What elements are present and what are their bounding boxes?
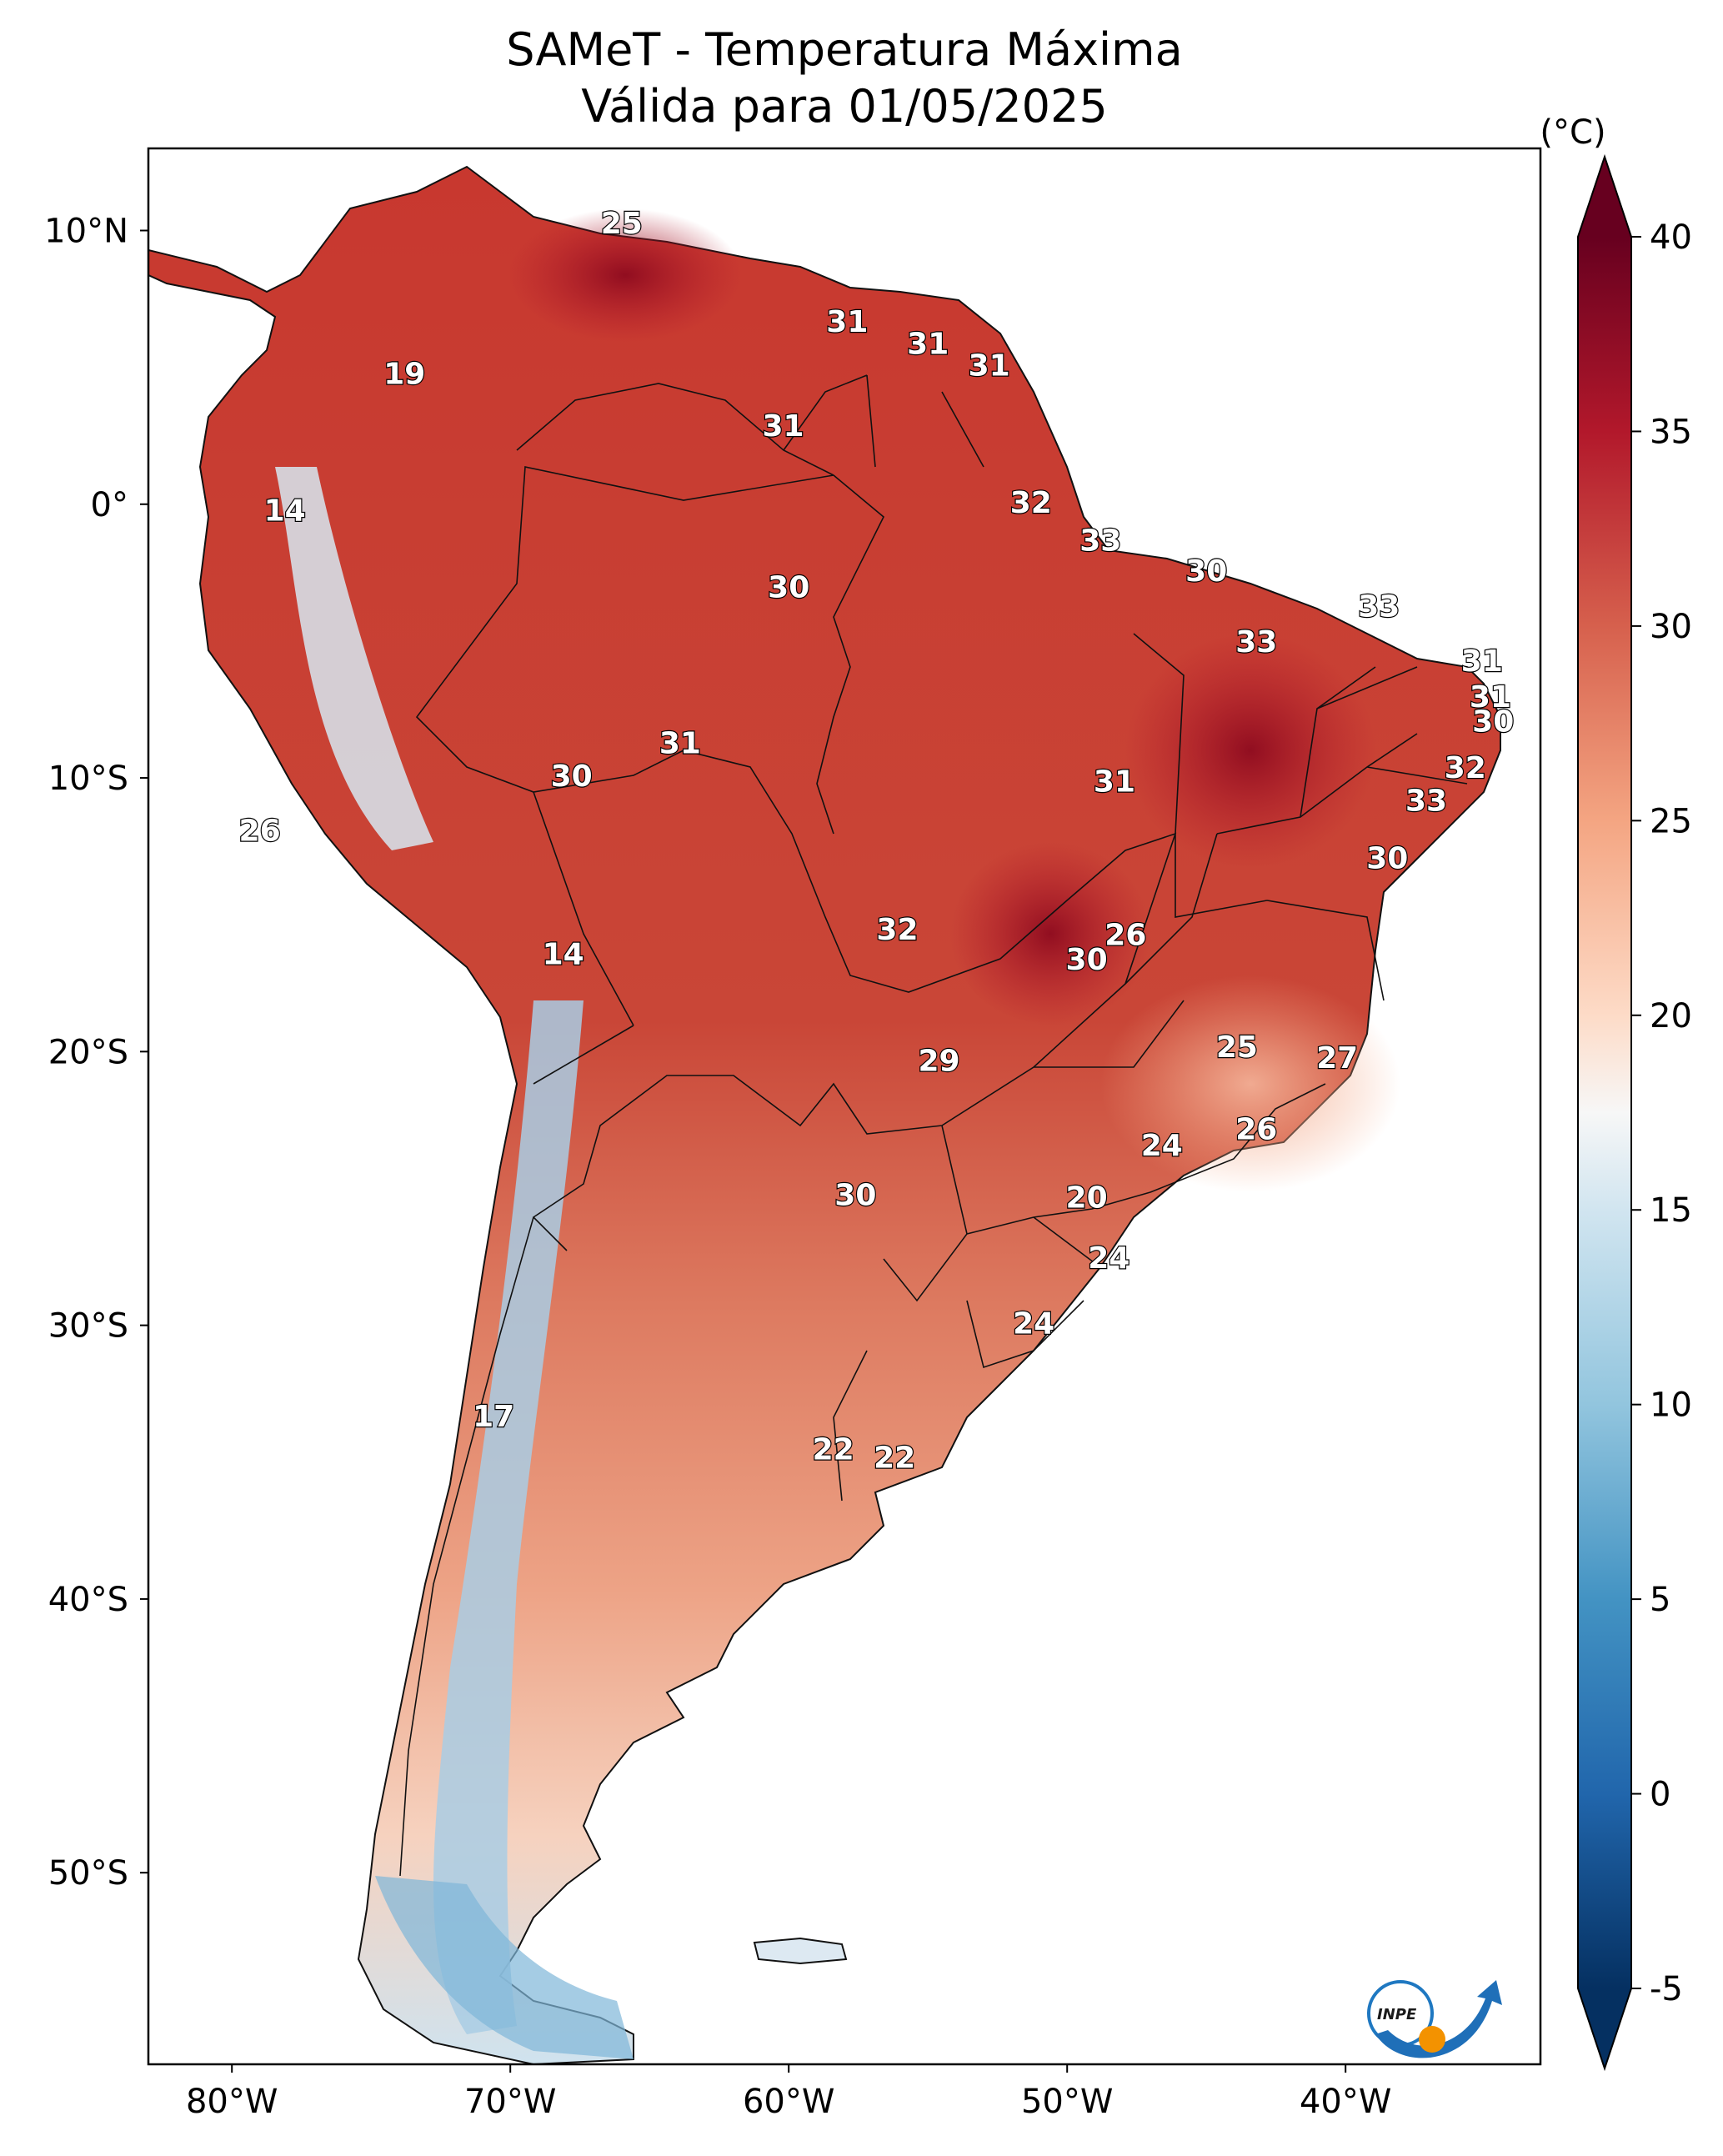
inpe-logo: INPE: [1367, 1980, 1502, 2058]
colorbar-max-extension: [1578, 157, 1631, 237]
temperature-label: 30: [1185, 554, 1227, 589]
temperature-label: 31: [659, 727, 701, 761]
temperature-label: 30: [1066, 943, 1108, 977]
colorbar-tick-label: 20: [1650, 997, 1692, 1035]
title-line-1: SAMeT - Temperatura Máxima: [506, 23, 1183, 76]
temperature-label: 31: [1470, 680, 1511, 714]
temperature-label: 17: [473, 1400, 514, 1434]
colorbar-tick-label: 10: [1650, 1386, 1692, 1425]
colorbar: (°C) -5 0 5 10 15 20 25 30 35 40: [1540, 113, 1692, 2072]
lat-tick-label: 40°S: [48, 1581, 128, 1619]
colorbar-tick-label: -5: [1650, 1970, 1683, 2008]
map-frame: [147, 147, 1542, 2066]
temperature-label: 29: [919, 1044, 960, 1078]
hot-spot-venezuela: [508, 208, 742, 342]
temperature-label: 31: [969, 349, 1010, 384]
lat-tick-label: 10°N: [44, 212, 128, 250]
colorbar-ticks: -5 0 5 10 15 20 25 30 35 40: [1631, 218, 1692, 2008]
temperature-label: 19: [383, 357, 425, 391]
temperature-label: 30: [834, 1178, 876, 1212]
temperature-label: 24: [1141, 1129, 1183, 1163]
temperature-label: 22: [813, 1433, 854, 1467]
lat-tick-label: 0°: [91, 486, 128, 524]
temperature-label: 25: [601, 207, 643, 241]
map-title: SAMeT - Temperatura Máxima Válida para 0…: [148, 22, 1540, 135]
temperature-label: 14: [543, 937, 584, 971]
map-area: [148, 165, 1501, 2064]
lat-tick-label: 10°S: [48, 760, 128, 798]
temperature-label: 20: [1066, 1181, 1108, 1216]
colorbar-tick-label: 35: [1650, 413, 1692, 451]
mild-zone-southeast-brazil: [1100, 975, 1400, 1192]
colorbar-scale: [1578, 237, 1631, 1988]
colorbar-tick-label: 5: [1650, 1581, 1670, 1619]
lon-tick-label: 80°W: [186, 2083, 278, 2121]
lon-tick-label: 70°W: [464, 2083, 556, 2121]
temperature-label: 27: [1316, 1041, 1358, 1075]
hot-spot-central-brazil: [950, 842, 1150, 1025]
country-borders: [399, 374, 1468, 1877]
falkland-islands: [753, 1937, 848, 1965]
colorbar-unit: (°C): [1540, 113, 1605, 152]
lat-tick-label: 20°S: [48, 1033, 128, 1071]
latitude-ticks: 10°N 0° 10°S 20°S 30°S 40°S 50°S: [44, 212, 148, 1893]
temperature-label: 31: [907, 327, 949, 361]
logo-swoosh: [1375, 1980, 1502, 2058]
temperature-label: 22: [874, 1441, 915, 1475]
temperature-label: 33: [1079, 524, 1121, 559]
temperature-label: 32: [876, 913, 918, 947]
logo-text: INPE: [1377, 2006, 1417, 2023]
temperature-label: 30: [1366, 842, 1408, 876]
colorbar-tick-label: 40: [1650, 218, 1692, 257]
temperature-label: 30: [1472, 704, 1514, 739]
temperature-label: 24: [1013, 1307, 1054, 1341]
temperature-label: 14: [264, 494, 306, 529]
temperature-label: 26: [1104, 918, 1146, 952]
temperature-label: 25: [1216, 1030, 1258, 1065]
temperature-label: 33: [1405, 785, 1447, 819]
temperature-label: 33: [1235, 625, 1277, 659]
temperature-label: 33: [1358, 590, 1400, 624]
colorbar-tick-label: 30: [1650, 608, 1692, 646]
lon-tick-label: 60°W: [743, 2083, 834, 2121]
temperature-label: 26: [239, 815, 281, 849]
colorbar-tick-label: 15: [1650, 1191, 1692, 1230]
logo-orange-dot: [1419, 2026, 1445, 2053]
temperature-label: 31: [762, 409, 804, 444]
temperature-label: 30: [551, 760, 593, 794]
colorbar-tick-label: 25: [1650, 802, 1692, 840]
lon-tick-label: 50°W: [1021, 2083, 1113, 2121]
temperature-label: 32: [1010, 486, 1052, 520]
colorbar-min-extension: [1578, 1988, 1631, 2068]
temperature-label: 30: [768, 571, 809, 605]
temperature-label: 31: [826, 305, 868, 339]
lat-tick-label: 30°S: [48, 1307, 128, 1346]
hot-spot-northeast-brazil: [1125, 634, 1375, 867]
lon-tick-label: 40°W: [1300, 2083, 1391, 2121]
title-line-2: Válida para 01/05/2025: [581, 80, 1108, 133]
temperature-label: 26: [1235, 1113, 1277, 1147]
andes-cool-band-north: [275, 467, 433, 850]
longitude-ticks: 80°W 70°W 60°W 50°W 40°W: [186, 2064, 1391, 2121]
colorbar-tick-label: 0: [1650, 1776, 1670, 1814]
lat-tick-label: 50°S: [48, 1854, 128, 1893]
temperature-label: 24: [1088, 1241, 1129, 1276]
andes-cool-band-south: [433, 1000, 584, 2034]
temperature-label: 32: [1445, 751, 1486, 785]
temperature-label: 31: [1461, 644, 1503, 679]
temperature-label: 31: [1094, 765, 1135, 800]
patagonia-cold-zone: [375, 1876, 634, 2059]
